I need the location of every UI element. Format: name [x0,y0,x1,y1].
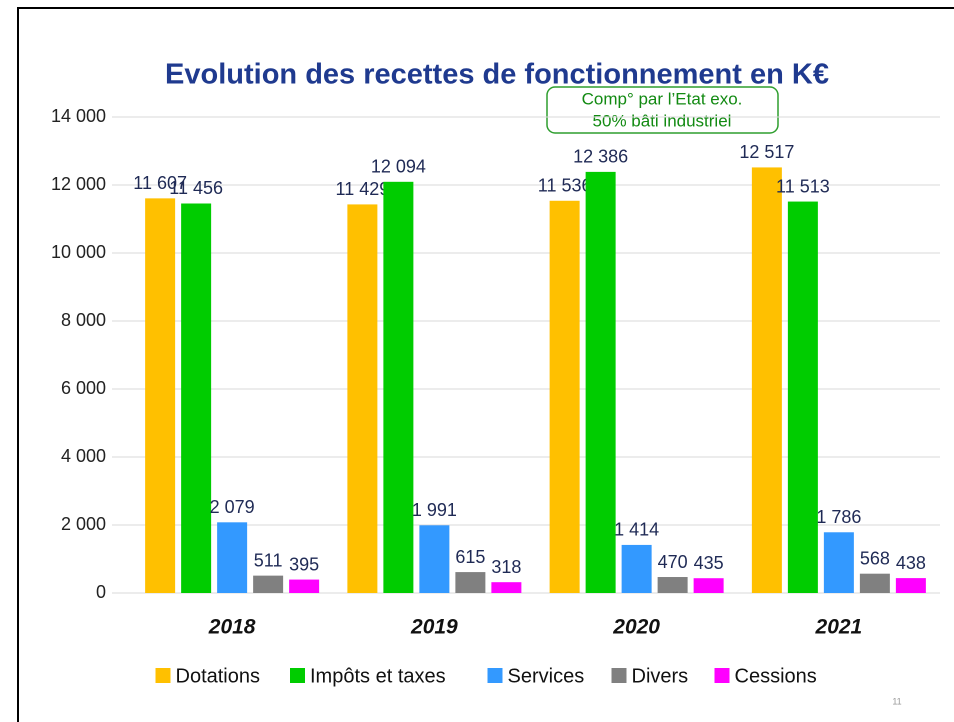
y-tick-label: 10 000 [51,242,106,262]
bar [181,203,212,593]
bar [585,171,616,593]
y-tick-label: 2 000 [61,514,106,534]
data-label: 11 429 [336,179,390,199]
x-tick-label: 2021 [815,616,863,639]
bar [621,544,652,593]
bar [253,575,284,593]
bar [217,522,248,593]
y-tick-label: 6 000 [61,378,106,398]
data-label: 11 513 [776,176,830,196]
data-label: 1 786 [816,507,861,527]
bar [751,167,782,593]
data-label: 615 [455,547,485,567]
legend-label: Dotations [176,665,261,687]
legend-swatch [155,668,171,683]
data-label: 12 094 [371,157,426,177]
bar [145,198,176,593]
data-label: 12 386 [573,147,628,167]
bar [491,582,522,593]
bar [549,200,580,593]
data-label: 318 [491,557,521,577]
bar [289,579,320,593]
bar [823,532,854,593]
data-label: 435 [694,553,724,573]
y-tick-label: 4 000 [61,446,106,466]
y-tick-label: 14 000 [51,106,106,126]
legend-swatch [487,668,503,683]
data-label: 568 [860,548,890,568]
bar [383,181,414,593]
bar [859,573,890,593]
legend-swatch [290,668,305,683]
bar [455,572,486,593]
bar [347,204,378,593]
page-number: 11 [892,696,901,706]
legend-label: Divers [632,665,689,687]
chart-title: Evolution des recettes de fonctionnement… [165,59,829,91]
y-tick-label: 12 000 [51,174,106,194]
data-label: 1 414 [614,520,659,540]
legend-label: Cessions [735,665,817,687]
annotation: Comp° par l’Etat exo. [582,89,743,108]
x-tick-label: 2019 [410,616,458,639]
annotation: 50% bâti industriel [593,111,732,130]
x-tick-label: 2020 [612,616,660,639]
y-tick-label: 0 [96,582,106,602]
data-label: 2 079 [210,497,255,517]
data-label: 438 [896,553,926,573]
legend-label: Impôts et taxes [310,665,446,687]
bar [787,201,818,594]
annotation-box [546,86,779,134]
bar [657,577,688,593]
legend-swatch [611,668,627,683]
legend-label: Services [508,665,585,687]
legend-swatch [714,668,730,683]
data-label: 470 [658,552,688,572]
x-tick-label: 2018 [208,616,256,639]
data-label: 11 536 [538,176,592,196]
data-label: 11 456 [169,178,223,198]
data-label: 511 [254,550,283,570]
data-label: 1 991 [412,500,457,520]
y-tick-label: 8 000 [61,310,106,330]
data-label: 395 [289,554,319,574]
bar [693,578,724,593]
bar [419,525,450,593]
bar [895,578,926,593]
data-label: 11 607 [133,173,187,193]
data-label: 12 517 [739,142,794,162]
